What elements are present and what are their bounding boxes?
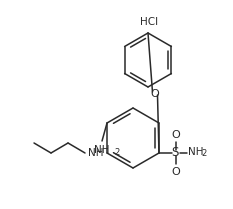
Text: O: O <box>172 130 180 140</box>
Text: NH: NH <box>88 148 103 158</box>
Text: O: O <box>172 167 180 177</box>
Text: HCl: HCl <box>140 17 158 27</box>
Text: 2: 2 <box>201 149 206 158</box>
Text: S: S <box>171 147 179 159</box>
Text: NH: NH <box>94 145 110 155</box>
Text: NH: NH <box>188 147 203 157</box>
Text: O: O <box>151 89 159 99</box>
Text: 2: 2 <box>114 148 119 157</box>
